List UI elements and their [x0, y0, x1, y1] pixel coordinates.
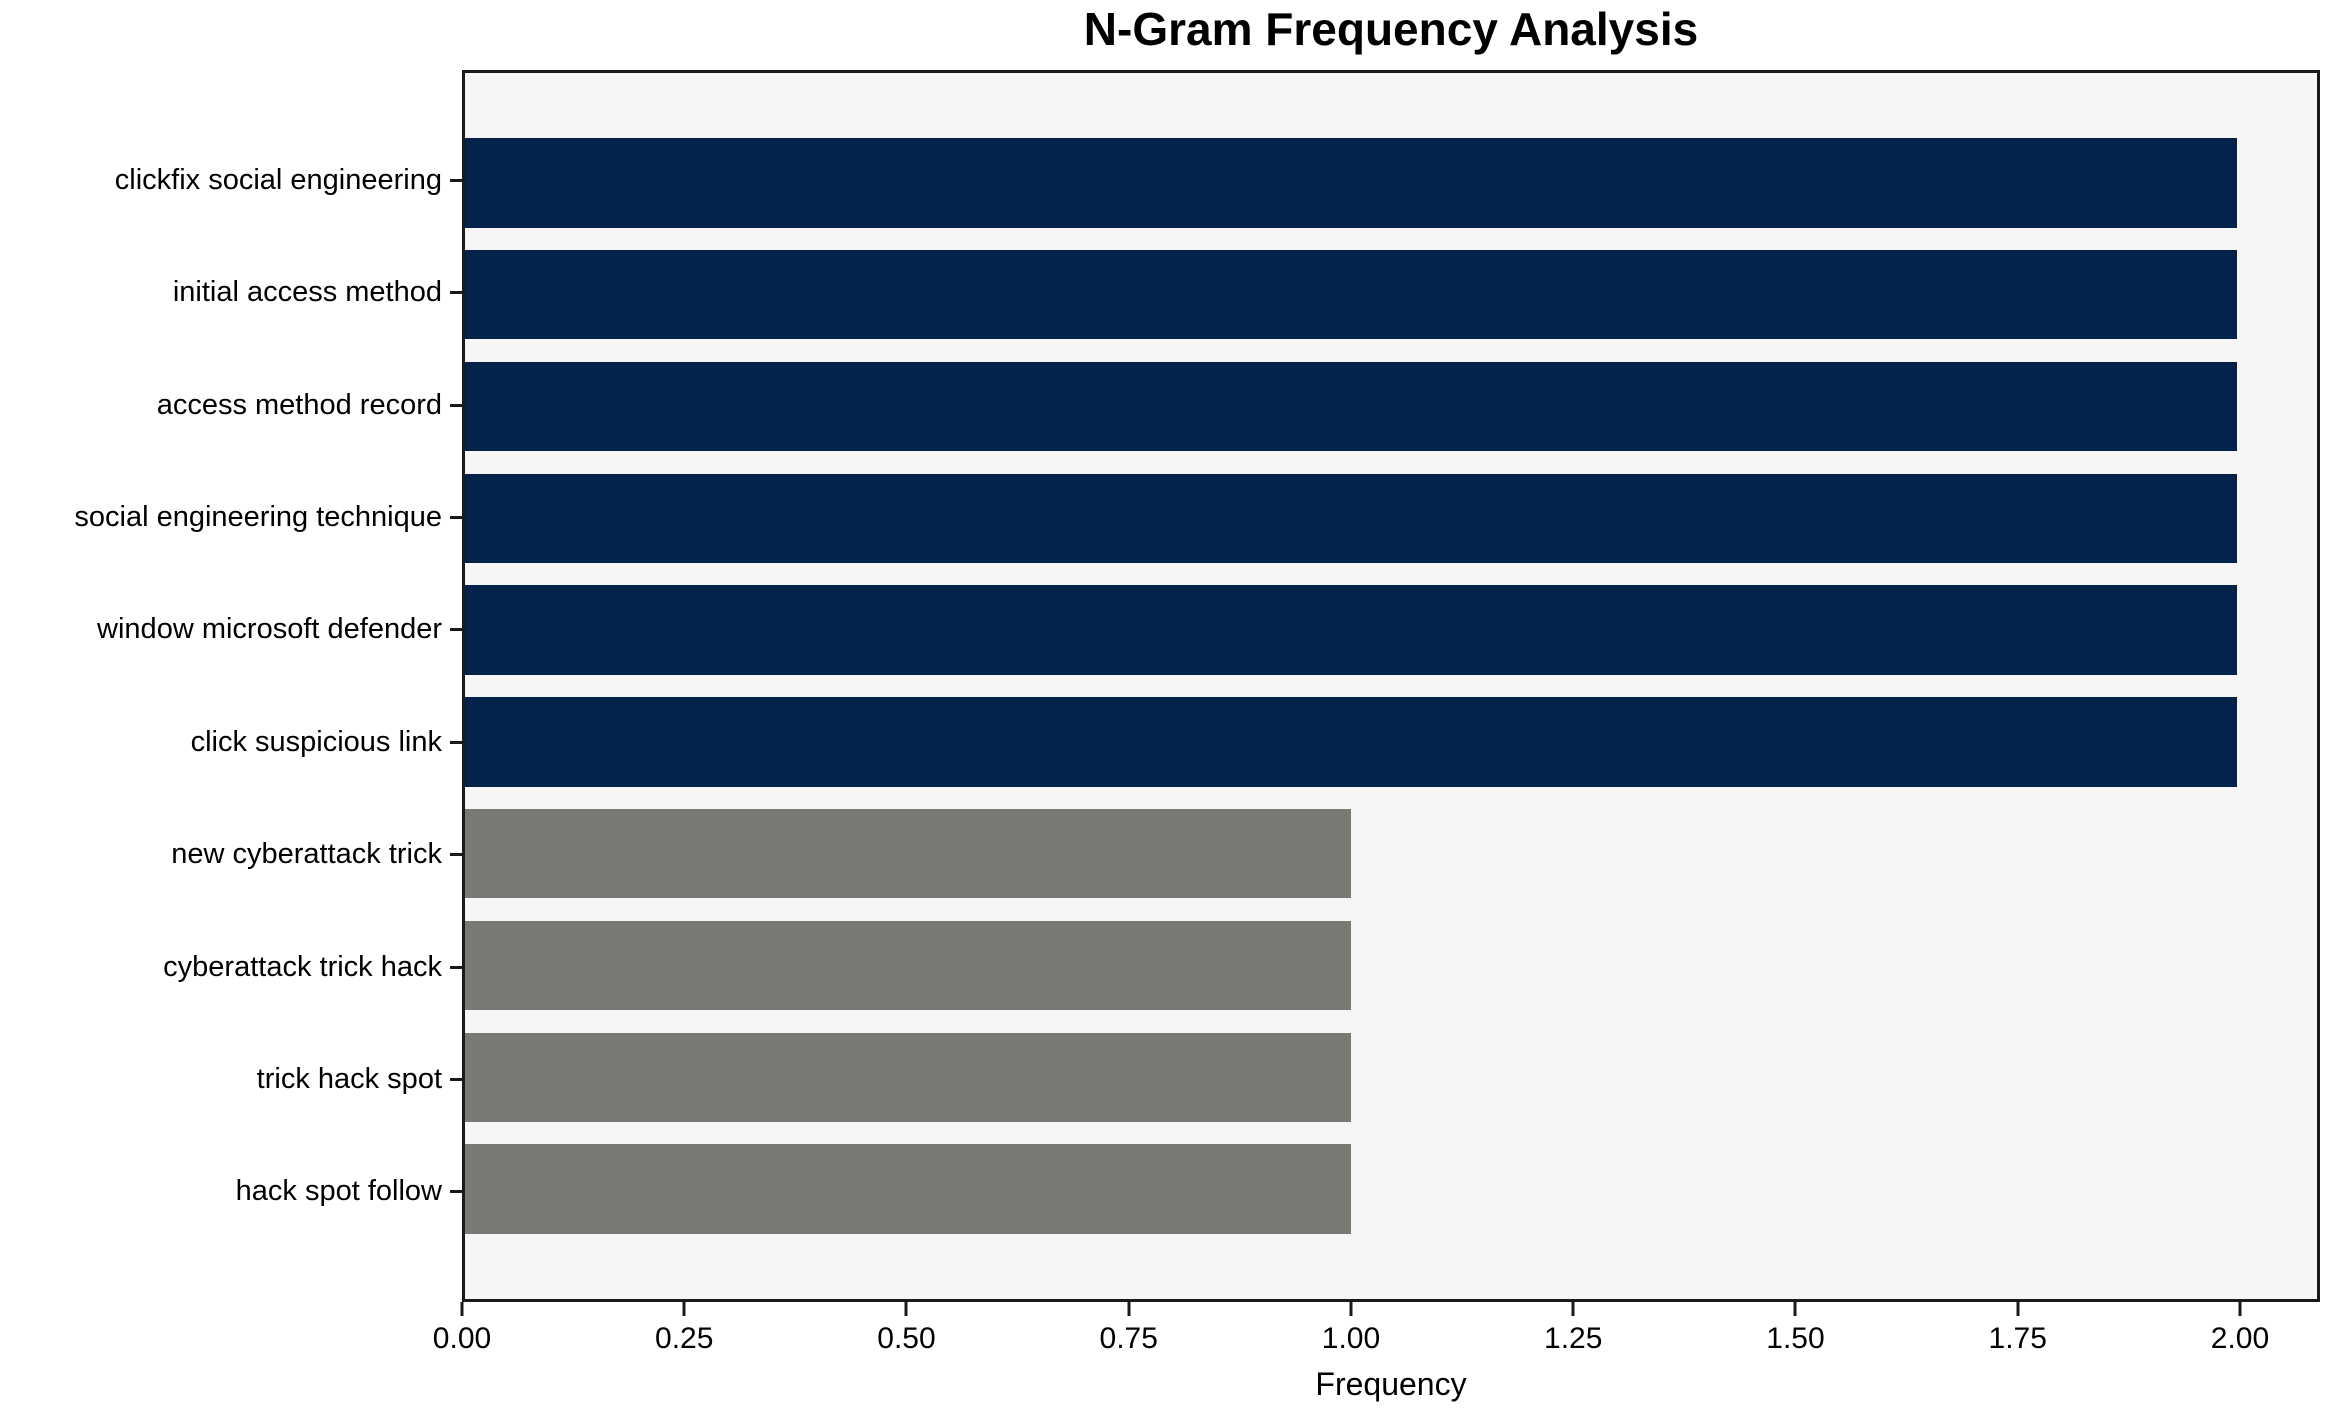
bar-row [465, 462, 2317, 574]
x-tick-mark [904, 1302, 908, 1316]
bar [465, 697, 2238, 787]
x-tick-mark [2238, 1302, 2242, 1316]
chart-title: N-Gram Frequency Analysis [1083, 3, 1699, 55]
y-label-row: initial access method [0, 236, 462, 348]
y-tick-label: initial access method [172, 276, 442, 309]
bar-row [465, 798, 2317, 910]
x-axis-title: Frequency [1315, 1366, 1467, 1402]
bar [465, 1144, 1352, 1234]
x-axis: 0.00 0.25 0.50 0.75 1.00 1.25 1.50 1.75 2.00 [433, 1302, 2320, 1372]
y-tick-mark [450, 965, 462, 969]
bar [465, 249, 2238, 340]
bar-row [465, 686, 2317, 798]
y-axis-labels: clickfix social engineering initial acces… [0, 70, 462, 1302]
y-label-row: hack spot follow [0, 1136, 462, 1248]
x-tick-label: 1.50 [1766, 1322, 1825, 1355]
y-tick-mark [450, 628, 462, 632]
y-tick-mark [450, 740, 462, 744]
bar [465, 920, 1352, 1011]
bars-area [465, 73, 2317, 1299]
bar-row [465, 1021, 2317, 1133]
y-label-row: social engineering technique [0, 461, 462, 573]
bar [465, 808, 1352, 899]
y-tick-mark [450, 403, 462, 407]
y-tick-mark [450, 853, 462, 857]
x-tick-label: 1.75 [1988, 1322, 2047, 1355]
x-tick-mark [460, 1302, 464, 1316]
y-label-row: window microsoft defender [0, 574, 462, 686]
y-tick-label: clickfix social engineering [114, 163, 442, 196]
x-tick-mark [1127, 1302, 1131, 1316]
y-tick-label: cyberattack trick hack [163, 950, 442, 983]
x-tick-mark [1793, 1302, 1797, 1316]
bar [465, 1032, 1352, 1122]
bar [465, 585, 2238, 675]
y-tick-mark [450, 178, 462, 182]
y-label-row: click suspicious link [0, 686, 462, 798]
y-tick-mark [450, 515, 462, 519]
x-tick-label: 2.00 [2210, 1322, 2270, 1355]
y-label-row: cyberattack trick hack [0, 911, 462, 1023]
x-tick-label: 1.00 [1321, 1322, 1381, 1355]
plot-area [462, 70, 2320, 1302]
bar-row [465, 239, 2317, 351]
x-tick-label: 0.50 [877, 1322, 936, 1355]
y-tick-mark [450, 291, 462, 295]
x-tick-label: 1.25 [1544, 1322, 1603, 1355]
bar-row [465, 1133, 2317, 1245]
y-tick-label: new cyberattack trick [171, 838, 442, 871]
bar [465, 138, 2238, 228]
x-tick-mark [1349, 1302, 1353, 1316]
y-tick-label: trick hack spot [256, 1062, 442, 1095]
y-tick-label: window microsoft defender [97, 613, 442, 646]
x-tick-mark [2016, 1302, 2020, 1316]
x-tick-mark [1571, 1302, 1575, 1316]
bar-row [465, 574, 2317, 686]
y-tick-label: social engineering technique [74, 500, 442, 533]
y-tick-label: hack spot follow [235, 1175, 442, 1208]
y-label-row: access method record [0, 349, 462, 461]
bar [465, 361, 2238, 452]
bar-row [465, 127, 2317, 239]
bar [465, 473, 2238, 563]
x-tick-mark [682, 1302, 686, 1316]
y-tick-label: click suspicious link [190, 725, 442, 758]
y-tick-label: access method record [156, 388, 442, 421]
x-tick-label: 0.00 [432, 1322, 492, 1355]
y-label-row: trick hack spot [0, 1023, 462, 1135]
y-tick-mark [450, 1190, 462, 1194]
y-tick-mark [450, 1077, 462, 1081]
bar-row [465, 351, 2317, 463]
bar-row [465, 910, 2317, 1022]
y-label-row: clickfix social engineering [0, 124, 462, 236]
y-label-row: new cyberattack trick [0, 798, 462, 910]
x-tick-label: 0.25 [655, 1322, 714, 1355]
x-tick-label: 0.75 [1099, 1322, 1158, 1355]
